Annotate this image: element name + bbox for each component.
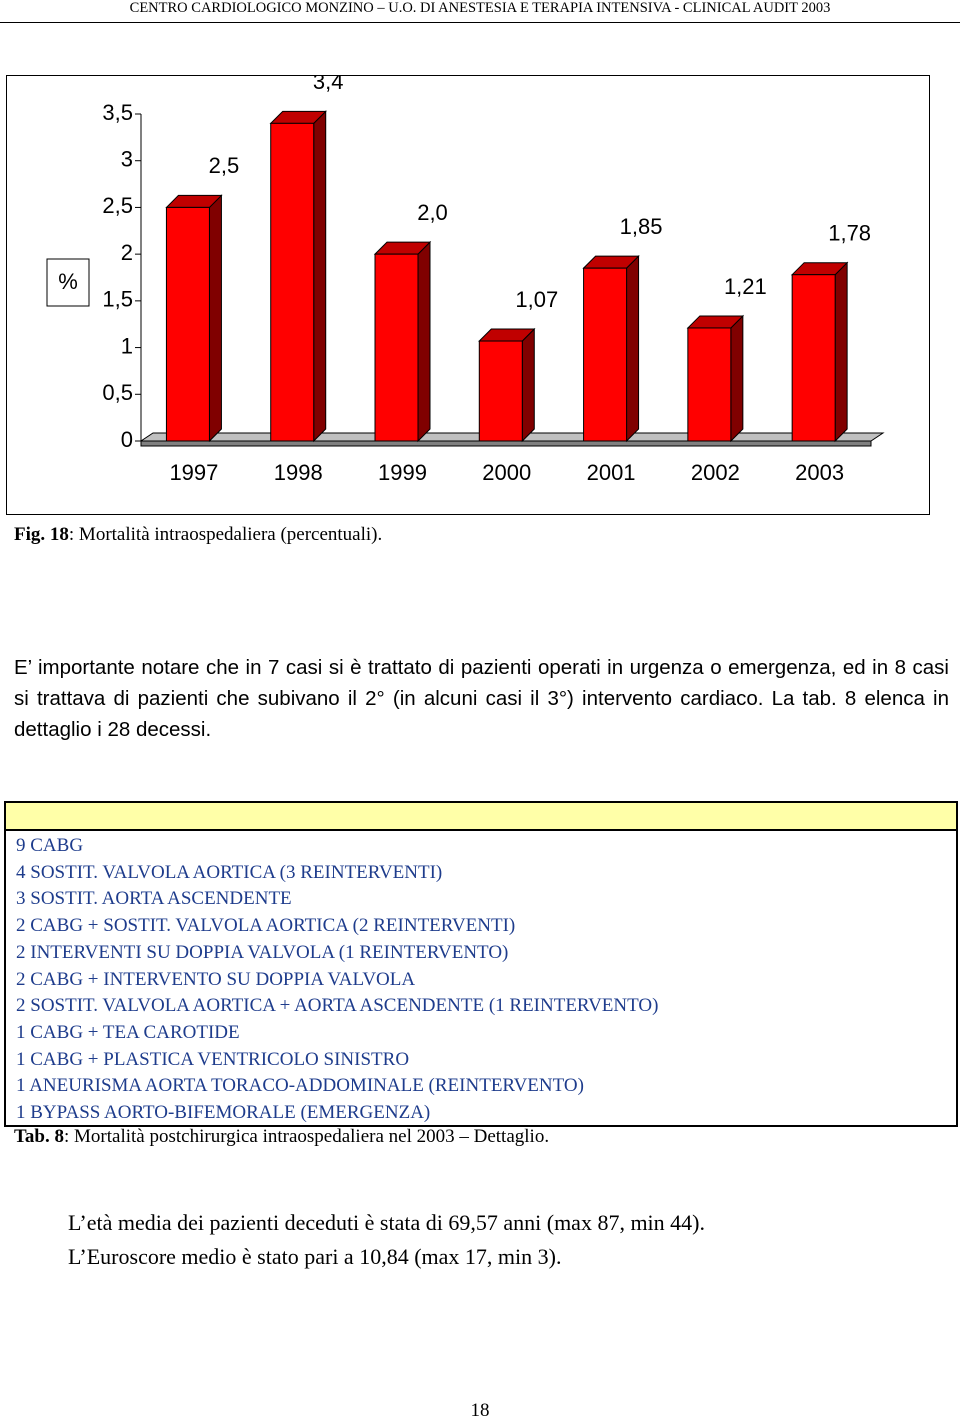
y-tick-label: 1,5 xyxy=(102,287,133,312)
table-row: 2 INTERVENTI SU DOPPIA VALVOLA (1 REINTE… xyxy=(16,941,509,963)
table-row: 9 CABG xyxy=(16,835,84,856)
y-tick-label: 1 xyxy=(121,333,133,358)
x-tick-label: 1999 xyxy=(378,460,427,485)
value-label: 1,85 xyxy=(620,214,663,239)
bar-side xyxy=(626,254,640,443)
chart: % 0 0,5 1 1,5 2 2,5 3 3,5 1997 2,5 1998 3,4 1999 2,0 2… xyxy=(46,69,885,485)
bar xyxy=(374,253,419,442)
caption-text: : Mortalità postchirurgica intraospedali… xyxy=(64,1126,550,1147)
bar xyxy=(270,122,315,442)
table-row: 1 ANEURISMA AORTA TORACO-ADDOMINALE (REI… xyxy=(16,1075,584,1097)
page-number: 18 xyxy=(470,1400,490,1421)
caption-label: Tab. 8 xyxy=(14,1126,64,1147)
caption-text: : Mortalità intraospedaliera (percentual… xyxy=(68,524,383,545)
x-tick-label: 2001 xyxy=(587,460,636,485)
table-row: 2 CABG + SOSTIT. VALVOLA AORTICA (2 REIN… xyxy=(16,915,516,937)
chart-frame: % 0 0,5 1 1,5 2 2,5 3 3,5 1997 2,5 1998 3,4 1999 2,0 2… xyxy=(6,69,930,515)
value-label: 1,07 xyxy=(515,287,558,312)
x-tick-label: 2002 xyxy=(691,460,740,485)
table-caption: Tab. 8: Mortalità postchirurgica intraos… xyxy=(14,1126,549,1148)
table-row: 1 CABG + PLASTICA VENTRICOLO SINISTRO xyxy=(16,1048,410,1070)
table-row: 1 CABG + TEA CAROTIDE xyxy=(16,1021,240,1043)
y-tick-label: 0 xyxy=(121,427,133,452)
bar xyxy=(791,274,836,442)
bar-side xyxy=(521,327,535,443)
value-label: 1,21 xyxy=(724,274,767,299)
header: CENTRO CARDIOLOGICO MONZINO – U.O. DI AN… xyxy=(129,0,831,16)
closing-text: L’età media dei pazienti deceduti è stat… xyxy=(68,1206,705,1274)
bar xyxy=(478,340,523,442)
x-tick-label: 2000 xyxy=(482,460,531,485)
value-label: 1,78 xyxy=(828,221,871,246)
table-row: 3 SOSTIT. AORTA ASCENDENTE xyxy=(16,888,292,910)
floor-edge xyxy=(140,440,872,447)
bar xyxy=(583,267,628,442)
y-tick-label: 2 xyxy=(121,240,133,265)
table-row: 4 SOSTIT. VALVOLA AORTICA (3 REINTERVENT… xyxy=(16,861,443,883)
bar-side xyxy=(834,261,848,443)
bar-side xyxy=(417,240,431,443)
y-axis-label: % xyxy=(58,269,78,294)
y-tick-label: 2,5 xyxy=(102,193,133,218)
y-tick-label: 0,5 xyxy=(102,380,133,405)
bar xyxy=(687,327,732,442)
y-tick-label: 3,5 xyxy=(102,100,133,125)
bar-side xyxy=(208,194,222,443)
table-row: 1 BYPASS AORTO-BIFEMORALE (EMERGENZA) xyxy=(16,1102,431,1124)
table: 9 CABG 4 SOSTIT. VALVOLA AORTICA (3 REINT… xyxy=(4,801,958,1127)
caption-label: Fig. 18 xyxy=(14,524,69,545)
value-label: 2,0 xyxy=(417,200,448,225)
closing-line: L’Euroscore medio è stato pari a 10,84 (… xyxy=(68,1244,562,1269)
table-rows: 9 CABG 4 SOSTIT. VALVOLA AORTICA (3 REINT… xyxy=(16,833,658,1127)
table-header xyxy=(6,803,956,831)
paragraph: E’ importante notare che in 7 casi si è … xyxy=(14,656,949,741)
x-tick-label: 1997 xyxy=(169,460,218,485)
x-tick-label: 2003 xyxy=(795,460,844,485)
value-label: 2,5 xyxy=(209,153,240,178)
y-label-box xyxy=(46,258,90,307)
table-row: 2 SOSTIT. VALVOLA AORTICA + AORTA ASCEND… xyxy=(16,995,659,1017)
figure-caption: Fig. 18: Mortalità intraospedaliera (per… xyxy=(14,524,382,546)
y-tick-label: 3 xyxy=(121,147,133,172)
table-row: 2 CABG + INTERVENTO SU DOPPIA VALVOLA xyxy=(16,968,416,990)
x-tick-label: 1998 xyxy=(274,460,323,485)
bar xyxy=(165,206,210,442)
bar-side xyxy=(730,314,744,443)
closing-line: L’età media dei pazienti deceduti è stat… xyxy=(68,1210,705,1235)
bar-side xyxy=(313,110,327,443)
value-label: 3,4 xyxy=(313,76,344,94)
header-rule xyxy=(0,22,960,23)
